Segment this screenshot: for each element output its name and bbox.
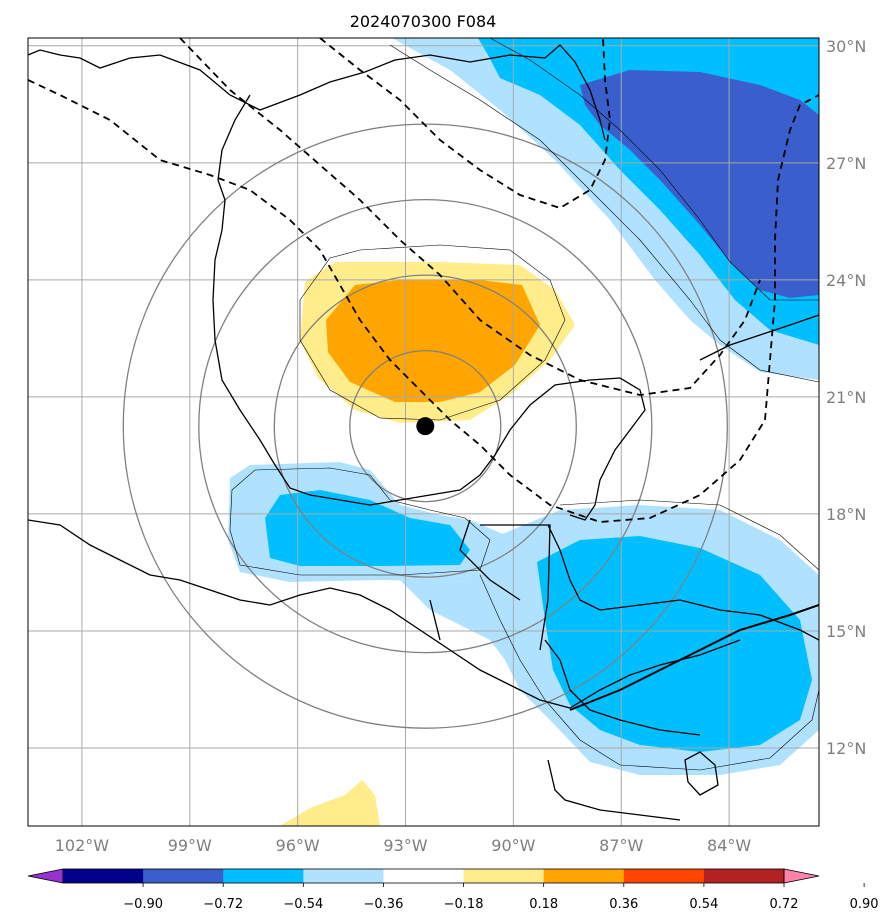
map-panel bbox=[28, 38, 819, 826]
lat-label-5: 15°N bbox=[826, 622, 866, 641]
lon-label-3: 93°W bbox=[383, 836, 427, 855]
lat-label-3: 21°N bbox=[826, 388, 866, 407]
colorbar-extend-high bbox=[783, 868, 820, 884]
lat-label-6: 12°N bbox=[826, 739, 866, 758]
colorbar-label-2: −0.54 bbox=[283, 897, 323, 912]
dashed-contour-1 bbox=[28, 79, 819, 523]
lon-label-6: 84°W bbox=[707, 836, 751, 855]
colorbar-label-5: 0.18 bbox=[529, 897, 558, 912]
colorbar-segment-7 bbox=[623, 869, 705, 883]
positive-region-south-small bbox=[280, 780, 380, 826]
thin-contour-south bbox=[479, 574, 819, 771]
map-frame bbox=[27, 37, 820, 827]
coastline-gulf bbox=[28, 44, 646, 521]
coastline-island bbox=[684, 751, 719, 796]
thin-contour-southwest bbox=[229, 467, 491, 576]
range-ring-0 bbox=[349, 349, 502, 503]
colorbar-label-7: 0.54 bbox=[689, 897, 718, 912]
thin-contour-south-2 bbox=[559, 499, 819, 571]
lat-label-2: 24°N bbox=[826, 271, 866, 290]
longitude-labels: 102°W 99°W 96°W 93°W 90°W 87°W 84°W bbox=[55, 836, 752, 855]
range-ring-1 bbox=[273, 274, 577, 578]
map-title: 2024070300 F084 bbox=[350, 12, 497, 31]
colorbar-label-9: 0.90 bbox=[850, 897, 879, 912]
colorbar-extend-low bbox=[27, 868, 64, 884]
political-border-1 bbox=[429, 519, 551, 651]
negative-region-southwest-medium bbox=[265, 490, 470, 566]
lon-label-0: 102°W bbox=[55, 836, 110, 855]
colorbar-label-6: 0.36 bbox=[609, 897, 638, 912]
dashed-contour-3 bbox=[319, 38, 611, 209]
colorbar-segment-2 bbox=[223, 869, 304, 883]
coastline-pacific bbox=[28, 519, 741, 709]
colorbar-segment-1 bbox=[143, 869, 224, 883]
thin-contour-gulf bbox=[299, 244, 566, 421]
lat-label-4: 18°N bbox=[826, 505, 866, 524]
colorbar-label-1: −0.72 bbox=[203, 897, 243, 912]
colorbar-segment-3 bbox=[303, 869, 384, 883]
gridlines bbox=[28, 38, 819, 826]
center-point-marker bbox=[416, 417, 435, 436]
lat-label-1: 27°N bbox=[826, 154, 866, 173]
positive-region-gulf-orange bbox=[326, 280, 540, 402]
lat-label-0: 30°N bbox=[826, 37, 866, 56]
colorbar-segment-0 bbox=[63, 869, 144, 883]
lon-label-1: 99°W bbox=[168, 836, 212, 855]
range-ring-2 bbox=[198, 198, 653, 654]
colorbar-label-4: −0.18 bbox=[444, 897, 484, 912]
negative-region-northeast-dark bbox=[580, 70, 819, 298]
thin-contour-northeast bbox=[389, 44, 819, 383]
colorbar-label-8: 0.72 bbox=[770, 897, 799, 912]
colorbar-segment-4 bbox=[383, 869, 465, 883]
lon-label-4: 90°W bbox=[491, 836, 535, 855]
colorbar-segment-5 bbox=[463, 869, 545, 883]
coastlines bbox=[28, 44, 819, 821]
lon-label-2: 96°W bbox=[276, 836, 320, 855]
colorbar-label-0: −0.90 bbox=[123, 897, 163, 912]
thin-contours bbox=[229, 38, 819, 771]
colorbar-segment-6 bbox=[543, 869, 625, 883]
thin-contour-northeast-2 bbox=[489, 38, 819, 301]
dashed-contour-2 bbox=[179, 38, 761, 396]
dashed-contours bbox=[28, 38, 819, 523]
colorbar: −0.90 −0.72 −0.54 −0.36 −0.18 0.18 0.36 0.54 0.7… bbox=[27, 868, 879, 912]
negative-region-south-medium bbox=[537, 536, 812, 752]
political-border-3 bbox=[569, 604, 819, 711]
colorbar-outline bbox=[62, 868, 785, 884]
latitude-labels: 30°N 27°N 24°N 21°N 18°N 15°N 12°N bbox=[826, 37, 866, 758]
lon-label-5: 87°W bbox=[599, 836, 643, 855]
political-border-2 bbox=[547, 759, 681, 821]
coastline-cuba bbox=[699, 314, 819, 361]
colorbar-segment-8 bbox=[703, 869, 785, 883]
colorbar-label-3: −0.36 bbox=[364, 897, 404, 912]
